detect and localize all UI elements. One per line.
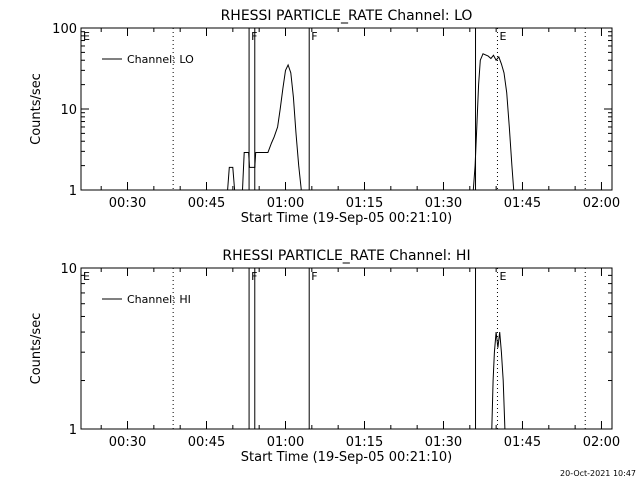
marker-label-E: E [83, 270, 90, 283]
x-tick-label: 00:45 [188, 435, 225, 450]
x-tick-label: 01:00 [267, 435, 304, 450]
marker-label-E: E [499, 270, 506, 283]
x-tick-label: 02:00 [583, 435, 620, 450]
x-tick-label: 01:45 [504, 435, 541, 450]
x-tick-label: 01:30 [425, 435, 462, 450]
marker-label-F: F [311, 270, 317, 283]
x-tick-label: 01:15 [346, 196, 383, 211]
x-tick-label: 01:30 [425, 196, 462, 211]
plot-timestamp: 20-Oct-2021 10:47 [560, 469, 636, 478]
marker-label-F: F [251, 30, 257, 43]
series-line [491, 332, 506, 430]
marker-label-E: E [83, 30, 90, 43]
chart-panel-1: RHESSI PARTICLE_RATE Channel: LO 00:30 00:… [29, 8, 620, 226]
legend-label: Channel: HI [127, 293, 191, 306]
x-tick-label: 02:00 [583, 196, 620, 211]
chart-title: RHESSI PARTICLE_RATE Channel: HI [222, 248, 470, 264]
marker-label-E: E [499, 30, 506, 43]
chart-panel-2: RHESSI PARTICLE_RATE Channel: HI 00:30 00:… [29, 248, 620, 465]
legend-label: Channel: LO [127, 53, 194, 66]
x-axis-label: Start Time (19-Sep-05 00:21:10) [241, 211, 452, 226]
x-tick-label: 00:30 [109, 435, 146, 450]
y-tick-label: 10 [60, 262, 77, 277]
marker-label-F: F [311, 30, 317, 43]
x-tick-label: 01:45 [504, 196, 541, 211]
y-tick-label: 1 [69, 423, 77, 438]
series-line [227, 53, 515, 191]
y-tick-label: 10 [60, 103, 77, 118]
x-tick-label: 00:45 [188, 196, 225, 211]
y-axis-label: Counts/sec [29, 313, 44, 385]
x-tick-label: 01:15 [346, 435, 383, 450]
x-tick-label: 00:30 [109, 196, 146, 211]
marker-label-F: F [251, 270, 257, 283]
x-tick-label: 01:00 [267, 196, 304, 211]
chart-title: RHESSI PARTICLE_RATE Channel: LO [221, 8, 473, 24]
y-axis-label: Counts/sec [29, 73, 44, 145]
y-tick-label: 1 [69, 184, 77, 199]
y-tick-label: 100 [52, 22, 77, 37]
x-axis-label: Start Time (19-Sep-05 00:21:10) [241, 450, 452, 465]
